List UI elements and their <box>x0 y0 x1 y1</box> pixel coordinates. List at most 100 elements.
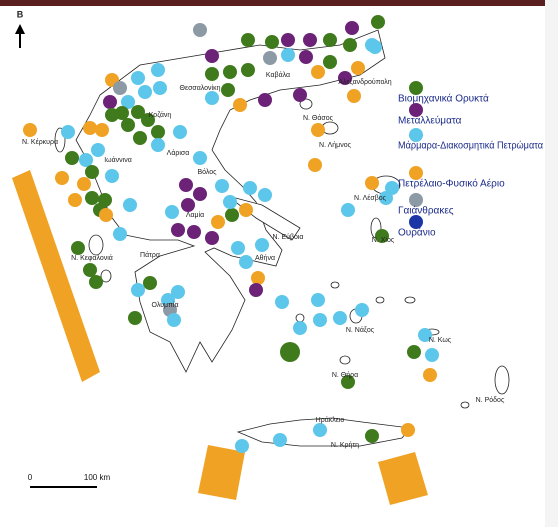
resource-marker <box>341 203 355 217</box>
place-label: Ιωάννινα <box>104 156 132 164</box>
resource-marker <box>95 123 109 137</box>
legend-marker <box>409 128 423 142</box>
resource-marker <box>241 63 255 77</box>
resource-marker <box>215 179 229 193</box>
resource-marker <box>165 205 179 219</box>
place-label: Ν. Εύβοια <box>273 233 304 241</box>
place-label: Ν. Κέρκυρα <box>22 138 58 146</box>
top-bar <box>0 0 558 6</box>
resource-marker <box>233 98 247 112</box>
resource-marker <box>231 241 245 255</box>
island <box>88 234 104 256</box>
island <box>330 281 340 289</box>
resource-marker <box>425 348 439 362</box>
resource-marker <box>255 238 269 252</box>
resource-marker <box>258 188 272 202</box>
island <box>494 365 510 395</box>
resource-marker <box>55 171 69 185</box>
resource-marker <box>249 283 263 297</box>
resource-marker <box>123 198 137 212</box>
resource-marker <box>105 108 119 122</box>
resource-marker <box>151 63 165 77</box>
resource-marker <box>375 229 389 243</box>
place-label: Πάτρα <box>140 251 160 259</box>
place-label: Λάρισα <box>167 149 190 157</box>
resource-marker <box>379 191 393 205</box>
place-label: Ν. Χίος <box>372 236 395 244</box>
scale-end: 100 km <box>84 473 111 482</box>
island <box>460 401 470 409</box>
resource-marker <box>273 433 287 447</box>
resource-marker <box>311 293 325 307</box>
legend: Βιομηχανικά Ορυκτά Μεταλλεύματα Μάρμαρα-Δι… <box>398 81 543 239</box>
place-label: Αθήνα <box>255 255 275 262</box>
scale-start: 0 <box>28 473 33 482</box>
resource-marker <box>343 38 357 52</box>
place-label: Ν. Λήμνος <box>319 142 352 149</box>
resource-marker <box>371 15 385 29</box>
resource-marker <box>351 61 365 75</box>
place-label: Κοζάνη <box>149 111 172 119</box>
resource-marker <box>251 271 265 285</box>
island <box>295 313 305 323</box>
resource-marker <box>141 113 155 127</box>
resource-marker <box>280 342 300 362</box>
resource-marker <box>313 313 327 327</box>
resource-marker <box>171 285 185 299</box>
arrow-head <box>15 24 25 34</box>
resource-marker <box>113 227 127 241</box>
resource-marker <box>265 35 279 49</box>
resource-marker <box>323 55 337 69</box>
resource-marker <box>193 23 207 37</box>
scale-bar: 0 100 km <box>28 473 111 488</box>
resource-marker <box>365 429 379 443</box>
resource-marker <box>333 311 347 325</box>
place-label: Ν. Νάξος <box>346 326 375 334</box>
resource-marker <box>239 255 253 269</box>
legend-marker <box>409 166 423 180</box>
resource-marker <box>173 125 187 139</box>
resource-marker <box>113 81 127 95</box>
resource-marker <box>121 118 135 132</box>
resource-marker <box>293 88 307 102</box>
place-label: Καβάλα <box>266 71 290 79</box>
resource-marker <box>323 33 337 47</box>
resource-marker <box>193 187 207 201</box>
resource-marker <box>355 303 369 317</box>
resource-marker <box>407 345 421 359</box>
place-label: Ν. Λέσβος <box>354 194 387 202</box>
resource-marker <box>211 215 225 229</box>
resource-marker <box>311 65 325 79</box>
offshore-zones <box>12 170 428 505</box>
island <box>299 98 313 110</box>
zone <box>198 445 245 500</box>
resource-marker <box>223 195 237 209</box>
resource-marker <box>131 105 145 119</box>
place-label: Θεσσαλονίκη <box>180 84 221 92</box>
resource-marker <box>423 368 437 382</box>
resource-marker <box>338 71 352 85</box>
resource-marker <box>121 95 135 109</box>
resource-marker <box>193 151 207 165</box>
legend-label: Γαιάνθρακες <box>398 205 454 217</box>
legend-label: Μεταλλεύματα <box>398 115 462 127</box>
resource-marker <box>235 439 249 453</box>
resource-marker <box>241 33 255 47</box>
north-label: Β <box>17 9 24 19</box>
resource-marker <box>299 50 313 64</box>
resource-marker <box>181 198 195 212</box>
resource-marker <box>239 203 253 217</box>
place-label: Ν. Κρήτη <box>331 442 359 449</box>
right-edge <box>545 0 558 527</box>
place-label: Ν. Θήρα <box>332 372 358 379</box>
resource-marker <box>205 91 219 105</box>
resource-marker <box>128 311 142 325</box>
resource-marker <box>131 71 145 85</box>
resource-marker <box>68 193 82 207</box>
resource-marker <box>221 83 235 97</box>
legend-marker <box>409 193 423 207</box>
resource-marker <box>303 33 317 47</box>
places: Ν. Κέρκυρα Ιωάννινα Κοζάνη Θεσσαλονίκη Καβάλ… <box>22 71 505 449</box>
legend-marker <box>409 81 423 95</box>
